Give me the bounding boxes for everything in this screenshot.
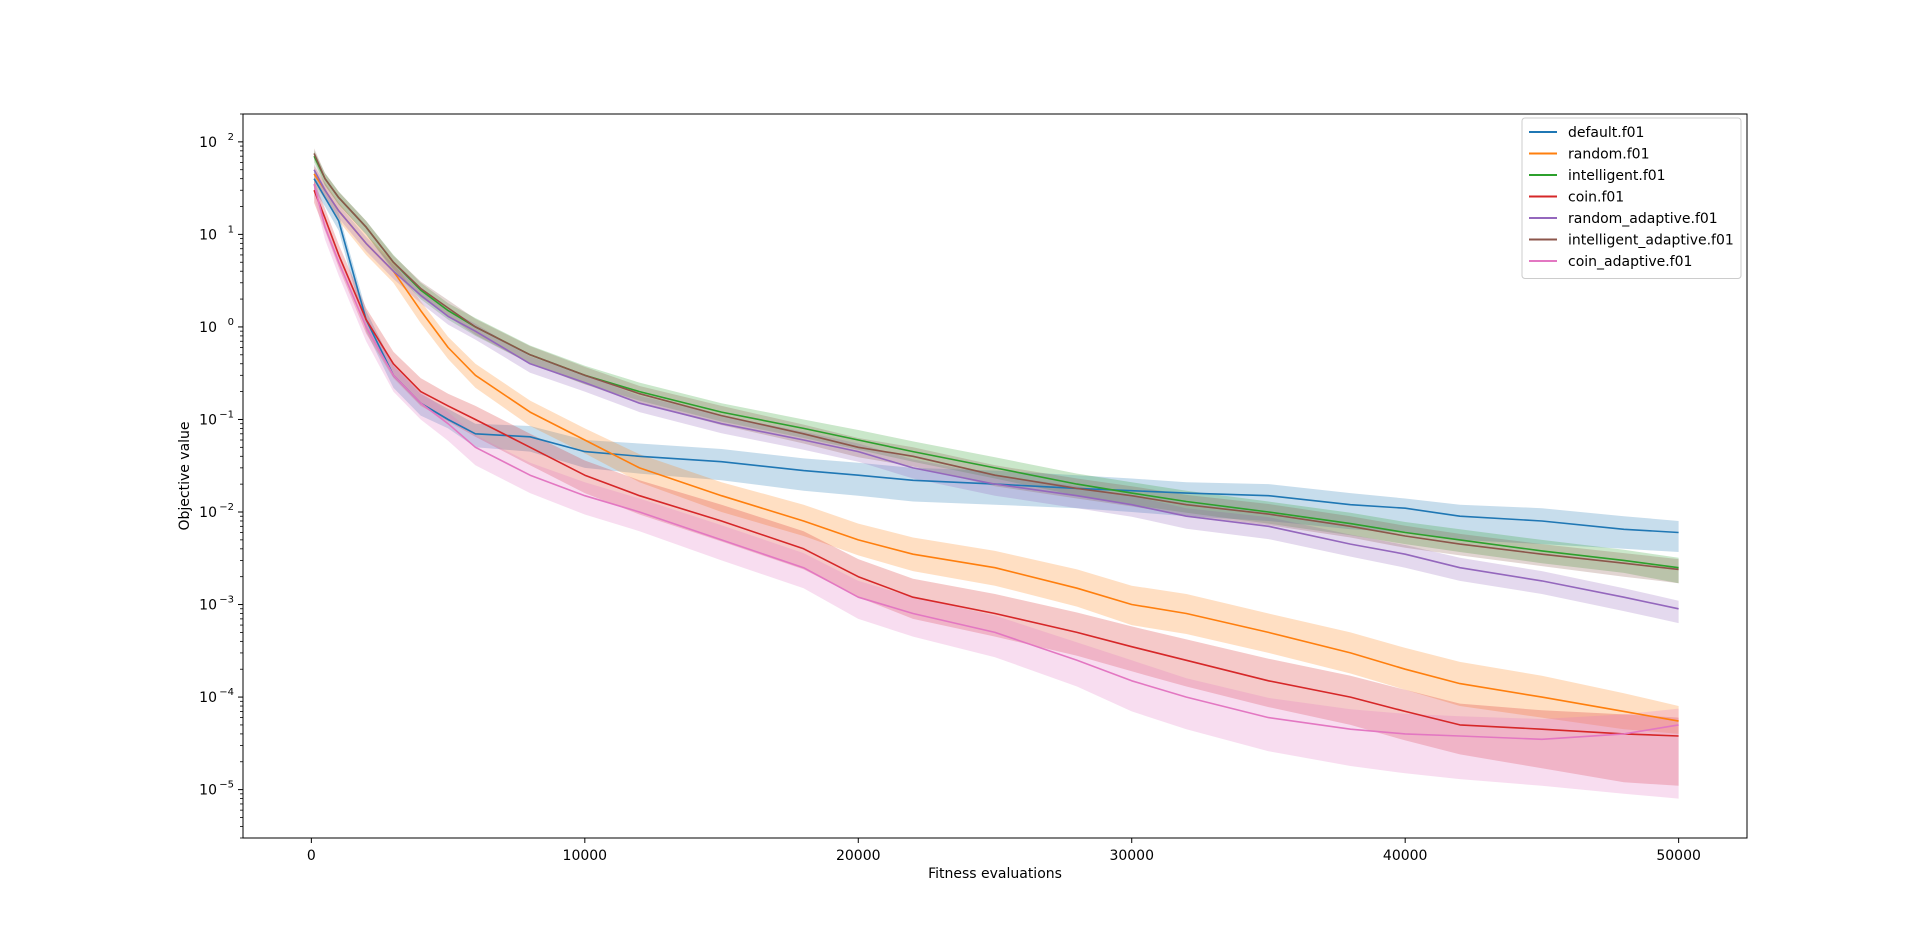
x-tick-label: 30000 xyxy=(1109,848,1154,864)
y-tick-exponent: 2 xyxy=(228,132,234,143)
x-tick-label: 0 xyxy=(307,848,316,864)
legend-label: intelligent_adaptive.f01 xyxy=(1568,233,1734,249)
y-tick-base: 10 xyxy=(199,783,217,799)
legend-entry: random_adaptive.f01 xyxy=(1529,211,1718,227)
x-tick-label: 20000 xyxy=(836,848,881,864)
y-tick-label: 10 xyxy=(199,135,217,151)
y-tick-label: 10 xyxy=(199,412,217,428)
band-default-f01 xyxy=(314,169,1679,552)
series-line-coin-adaptive-f01 xyxy=(313,183,1679,741)
y-tick-label: 10 xyxy=(199,227,217,243)
band-coin-f01 xyxy=(314,180,1679,786)
y-tick-base: 10 xyxy=(199,412,217,428)
x-tick-label: 10000 xyxy=(563,848,608,864)
x-axis-label: Fitness evaluations xyxy=(928,866,1062,882)
y-tick-exponent: 0 xyxy=(228,317,234,328)
legend-entry: coin_adaptive.f01 xyxy=(1529,254,1692,270)
legend-entry: intelligent.f01 xyxy=(1529,168,1666,184)
band-coin-adaptive-f01 xyxy=(314,174,1679,799)
y-tick-base: 10 xyxy=(199,690,217,706)
y-axis-label: Objective value xyxy=(177,421,193,530)
y-tick-exponent: 1 xyxy=(228,224,234,235)
legend-box xyxy=(1521,117,1742,279)
y-tick-base: 10 xyxy=(199,505,217,521)
y-tick-base: 10 xyxy=(199,135,217,151)
y-tick-label: 10 xyxy=(199,783,217,799)
legend-label: coin.f01 xyxy=(1568,190,1624,206)
legend-label: default.f01 xyxy=(1568,125,1644,141)
confidence-bands xyxy=(314,148,1679,799)
x-tick-label: 50000 xyxy=(1656,848,1701,864)
series-lines xyxy=(313,153,1679,741)
x-tick-label: 40000 xyxy=(1383,848,1428,864)
legend-entry: coin.f01 xyxy=(1529,190,1624,206)
y-tick-label: 10 xyxy=(199,598,217,614)
y-tick-exponent: −2 xyxy=(219,502,234,513)
y-tick-base: 10 xyxy=(199,227,217,243)
series-line-coin-f01 xyxy=(313,189,1679,737)
x-axis: 0 10000 20000 30000 40000 50000 xyxy=(307,838,1701,864)
band-intelligent-f01 xyxy=(314,150,1679,584)
y-tick-exponent: −3 xyxy=(219,595,234,606)
y-tick-exponent: −4 xyxy=(219,687,234,698)
y-tick-base: 10 xyxy=(199,598,217,614)
band-random-f01 xyxy=(314,165,1679,734)
legend: default.f01 random.f01 intelligent.f01 coin… xyxy=(1521,117,1742,279)
y-tick-label: 10 xyxy=(199,690,217,706)
plot-frame xyxy=(242,113,1748,839)
legend-label: intelligent.f01 xyxy=(1568,168,1666,184)
series-line-intelligent-adaptive-f01 xyxy=(313,153,1679,571)
band-random-adaptive-f01 xyxy=(314,163,1679,624)
y-tick-label: 10 xyxy=(199,505,217,521)
legend-entry: intelligent_adaptive.f01 xyxy=(1529,233,1734,249)
legend-label: coin_adaptive.f01 xyxy=(1568,254,1692,270)
legend-label: random_adaptive.f01 xyxy=(1568,211,1718,227)
legend-label: random.f01 xyxy=(1568,147,1650,163)
series-line-random-adaptive-f01 xyxy=(313,169,1679,610)
series-line-random-f01 xyxy=(313,173,1679,722)
y-tick-exponent: −5 xyxy=(219,780,234,791)
y-tick-exponent: −1 xyxy=(219,409,234,420)
legend-entry: random.f01 xyxy=(1529,147,1650,163)
legend-entry: default.f01 xyxy=(1529,125,1644,141)
y-tick-label: 10 xyxy=(199,320,217,336)
y-tick-base: 10 xyxy=(199,320,217,336)
